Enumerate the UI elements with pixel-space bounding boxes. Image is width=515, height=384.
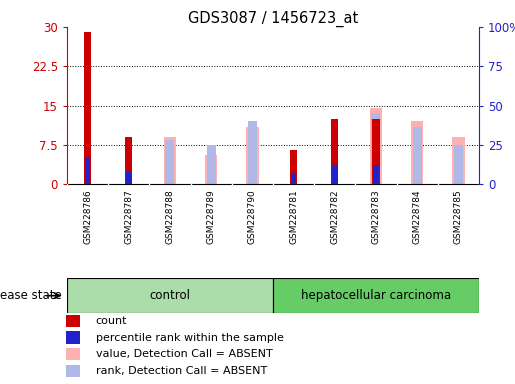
Bar: [454, 145, 463, 184]
Text: GSM228782: GSM228782: [330, 189, 339, 244]
Text: GSM228788: GSM228788: [165, 189, 175, 244]
Text: GSM228790: GSM228790: [248, 189, 257, 244]
Bar: [273, 278, 479, 313]
Bar: [331, 119, 338, 184]
Bar: [373, 165, 379, 184]
Bar: [372, 119, 380, 184]
Text: GSM228785: GSM228785: [454, 189, 463, 244]
Text: GSM228784: GSM228784: [413, 189, 422, 244]
Bar: [84, 32, 91, 184]
Text: GSM228783: GSM228783: [371, 189, 381, 244]
Bar: [332, 165, 338, 184]
Text: GSM228787: GSM228787: [124, 189, 133, 244]
Text: disease state: disease state: [0, 289, 62, 302]
Text: control: control: [149, 289, 191, 302]
Bar: [66, 365, 80, 377]
Bar: [67, 278, 273, 313]
Bar: [126, 172, 132, 184]
Bar: [125, 137, 132, 184]
Bar: [248, 121, 257, 184]
Text: percentile rank within the sample: percentile rank within the sample: [96, 333, 283, 343]
Bar: [84, 158, 91, 184]
Bar: [290, 150, 297, 184]
Text: count: count: [96, 316, 127, 326]
Bar: [452, 137, 465, 184]
Bar: [290, 172, 297, 184]
Bar: [246, 127, 259, 184]
Bar: [413, 127, 422, 184]
Bar: [164, 137, 176, 184]
Text: hepatocellular carcinoma: hepatocellular carcinoma: [301, 289, 451, 302]
Bar: [66, 331, 80, 344]
Bar: [207, 145, 216, 184]
Text: GSM228789: GSM228789: [207, 189, 216, 244]
Text: rank, Detection Call = ABSENT: rank, Detection Call = ABSENT: [96, 366, 267, 376]
Bar: [165, 140, 175, 184]
Bar: [370, 108, 382, 184]
Bar: [371, 114, 381, 184]
Text: value, Detection Call = ABSENT: value, Detection Call = ABSENT: [96, 349, 272, 359]
Title: GDS3087 / 1456723_at: GDS3087 / 1456723_at: [188, 11, 358, 27]
Text: GSM228786: GSM228786: [83, 189, 92, 244]
Bar: [411, 121, 423, 184]
Text: GSM228781: GSM228781: [289, 189, 298, 244]
Bar: [205, 156, 217, 184]
Bar: [66, 348, 80, 361]
Bar: [66, 315, 80, 327]
